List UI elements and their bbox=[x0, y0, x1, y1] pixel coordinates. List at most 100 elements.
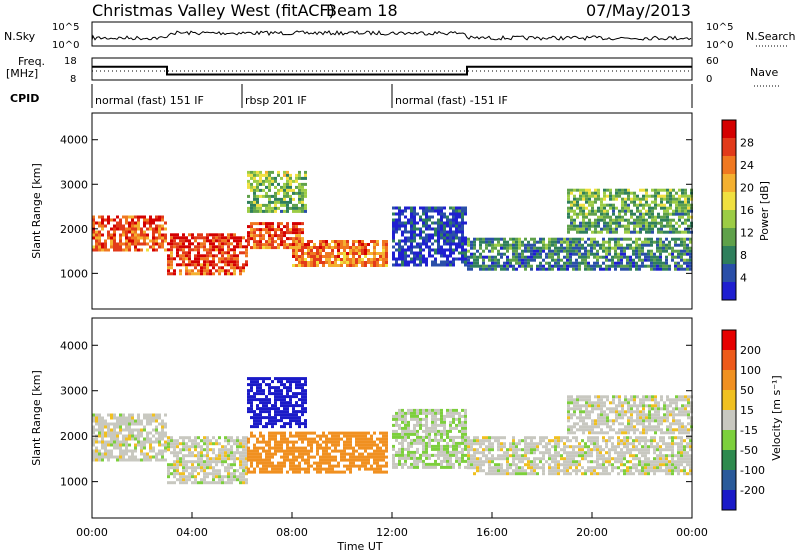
heatmap-cell bbox=[149, 437, 152, 441]
heatmap-cell bbox=[122, 449, 125, 453]
heatmap-cell bbox=[416, 417, 419, 421]
heatmap-cell bbox=[539, 264, 542, 268]
heatmap-cell bbox=[283, 425, 286, 429]
heatmap-cell bbox=[265, 395, 268, 399]
heatmap-cell bbox=[671, 252, 674, 256]
heatmap-cell bbox=[373, 243, 376, 246]
heatmap-cell bbox=[434, 414, 437, 418]
heatmap-cell bbox=[630, 215, 633, 219]
heatmap-cell bbox=[283, 464, 286, 468]
heatmap-cell bbox=[289, 404, 292, 408]
heatmap-cell bbox=[461, 423, 464, 427]
heatmap-cell bbox=[298, 446, 301, 450]
heatmap-cell bbox=[437, 224, 440, 228]
heatmap-cell bbox=[161, 218, 164, 222]
heatmap-cell bbox=[358, 467, 361, 471]
heatmap-cell bbox=[355, 261, 358, 264]
heatmap-cell bbox=[292, 243, 295, 246]
heatmap-cell bbox=[557, 442, 560, 446]
heatmap-cell bbox=[455, 224, 458, 228]
heatmap-cell bbox=[473, 258, 476, 262]
heatmap-cell bbox=[268, 240, 271, 244]
heatmap-cell bbox=[256, 440, 259, 444]
heatmap-cell bbox=[530, 237, 533, 241]
heatmap-cell bbox=[247, 440, 250, 444]
heatmap-cell bbox=[233, 469, 236, 473]
heatmap-cell bbox=[593, 466, 596, 470]
heatmap-cell bbox=[298, 197, 301, 201]
heatmap-cell bbox=[146, 233, 149, 237]
heatmap-cell bbox=[461, 257, 464, 261]
heatmap-cell bbox=[395, 453, 398, 457]
heatmap-cell bbox=[268, 389, 271, 393]
heatmap-cell bbox=[563, 436, 566, 440]
heatmap-cell bbox=[566, 261, 569, 265]
heatmap-cell bbox=[340, 240, 343, 243]
heatmap-cell bbox=[392, 239, 395, 243]
heatmap-cell bbox=[245, 260, 248, 264]
heatmap-cell bbox=[292, 203, 295, 207]
heatmap-cell bbox=[404, 239, 407, 243]
heatmap-cell bbox=[250, 455, 253, 459]
heatmap-cell bbox=[212, 442, 215, 446]
heatmap-cell bbox=[425, 441, 428, 445]
heatmap-cell bbox=[443, 263, 446, 267]
heatmap-cell bbox=[262, 401, 265, 405]
heatmap-cell bbox=[467, 261, 470, 265]
heatmap-cell bbox=[188, 436, 191, 440]
heatmap-cell bbox=[578, 463, 581, 467]
heatmap-cell bbox=[176, 454, 179, 458]
heatmap-cell bbox=[662, 436, 665, 440]
heatmap-cell bbox=[247, 446, 250, 450]
heatmap-cell bbox=[280, 470, 283, 474]
cpid-segment-label: normal (fast) 151 IF bbox=[95, 94, 204, 107]
heatmap-cell bbox=[617, 237, 620, 241]
heatmap-cell bbox=[200, 272, 203, 276]
heatmap-cell bbox=[295, 410, 298, 414]
heatmap-cell bbox=[116, 422, 119, 426]
heatmap-cell bbox=[644, 454, 647, 458]
heatmap-cell bbox=[455, 435, 458, 439]
heatmap-cell bbox=[404, 230, 407, 234]
heatmap-cell bbox=[230, 457, 233, 461]
heatmap-cell bbox=[615, 215, 618, 219]
heatmap-cell bbox=[590, 267, 593, 271]
heatmap-cell bbox=[182, 436, 185, 440]
heatmap-cell bbox=[560, 237, 563, 241]
heatmap-cell bbox=[668, 267, 671, 271]
heatmap-cell bbox=[539, 249, 542, 253]
heatmap-cell bbox=[494, 472, 497, 476]
heatmap-cell bbox=[467, 451, 470, 455]
heatmap-cell bbox=[197, 451, 200, 455]
heatmap-cell bbox=[224, 481, 227, 485]
heatmap-cell bbox=[446, 254, 449, 258]
heatmap-cell bbox=[373, 458, 376, 462]
heatmap-cell bbox=[603, 221, 606, 225]
heatmap-cell bbox=[382, 252, 385, 255]
heatmap-cell bbox=[672, 212, 675, 216]
heatmap-cell bbox=[352, 264, 355, 267]
heatmap-cell bbox=[410, 257, 413, 261]
heatmap-cell bbox=[170, 254, 173, 258]
heatmap-cell bbox=[247, 467, 250, 471]
heatmap-cell bbox=[650, 264, 653, 268]
heatmap-cell bbox=[245, 481, 248, 485]
heatmap-cell bbox=[407, 260, 410, 264]
heatmap-cell bbox=[482, 255, 485, 259]
heatmap-cell bbox=[158, 230, 161, 234]
heatmap-cell bbox=[161, 419, 164, 423]
heatmap-cell bbox=[289, 380, 292, 384]
heatmap-cell bbox=[557, 451, 560, 455]
heatmap-cell bbox=[259, 434, 262, 438]
heatmap-cell bbox=[256, 455, 259, 459]
heatmap-cell bbox=[304, 449, 307, 453]
heatmap-cell bbox=[316, 246, 319, 249]
heatmap-cell bbox=[677, 255, 680, 259]
heatmap-cell bbox=[551, 445, 554, 449]
heatmap-cell bbox=[476, 436, 479, 440]
heatmap-cell bbox=[632, 261, 635, 265]
heatmap-cell bbox=[170, 463, 173, 467]
heatmap-cell bbox=[521, 469, 524, 473]
heatmap-cell bbox=[215, 475, 218, 479]
heatmap-cell bbox=[521, 264, 524, 268]
